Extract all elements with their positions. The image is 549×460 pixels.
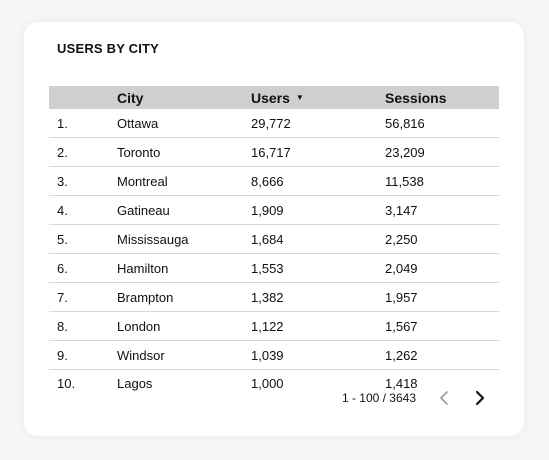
- sessions-cell: 56,816: [385, 109, 499, 138]
- city-cell: Ottawa: [117, 109, 251, 138]
- users-cell: 1,382: [251, 282, 385, 312]
- users-cell: 1,684: [251, 224, 385, 254]
- city-cell: Lagos: [117, 376, 153, 391]
- city-cell: Mississauga: [117, 224, 251, 254]
- users-cell: 16,717: [251, 137, 385, 167]
- table-row: 8. London 1,122 1,567: [49, 311, 499, 341]
- city-column-label: City: [117, 89, 144, 106]
- previous-page-button[interactable]: [434, 388, 454, 408]
- city-cell: Toronto: [117, 137, 251, 167]
- table-header-row: City Users ▼ Sessions: [49, 86, 499, 109]
- users-cell: 1,000: [251, 376, 284, 391]
- index-column-header: [49, 86, 117, 109]
- row-index: 6.: [49, 253, 117, 283]
- sessions-column-label: Sessions: [385, 89, 447, 106]
- row-index: 10.: [57, 376, 76, 391]
- table-row: 1. Ottawa 29,772 56,816: [49, 109, 499, 138]
- table-row: 10. Lagos 1,000 1,418: [49, 370, 499, 405]
- row-index: 7.: [49, 282, 117, 312]
- city-cell: Brampton: [117, 282, 251, 312]
- table-row: 4. Gatineau 1,909 3,147: [49, 195, 499, 225]
- city-column-header[interactable]: City: [117, 86, 251, 109]
- sort-descending-icon[interactable]: ▼: [295, 93, 304, 103]
- sessions-cell: 23,209: [385, 137, 499, 167]
- sessions-cell: 2,250: [385, 224, 499, 254]
- next-page-button[interactable]: [470, 388, 490, 408]
- users-cell: 1,553: [251, 253, 385, 283]
- row-index: 4.: [49, 195, 117, 225]
- chevron-right-icon: [475, 390, 485, 406]
- users-column-label: Users: [251, 89, 290, 106]
- city-cell: Gatineau: [117, 195, 251, 225]
- users-cell: 8,666: [251, 166, 385, 196]
- sessions-cell: 1,567: [385, 311, 499, 341]
- sessions-cell: 3,147: [385, 195, 499, 225]
- users-cell: 1,122: [251, 311, 385, 341]
- users-column-header[interactable]: Users ▼: [251, 86, 385, 109]
- sessions-cell: 11,538: [385, 166, 499, 196]
- users-cell: 29,772: [251, 109, 385, 138]
- pagination-label: 1 - 100 / 3643: [341, 391, 416, 405]
- table-row: 5. Mississauga 1,684 2,250: [49, 224, 499, 254]
- row-index: 1.: [49, 109, 117, 138]
- chevron-left-icon: [440, 391, 448, 405]
- users-cell: 1,039: [251, 340, 385, 370]
- city-cell: Montreal: [117, 166, 251, 196]
- users-cell: 1,909: [251, 195, 385, 225]
- card-title: USERS BY CITY: [57, 41, 160, 56]
- row-index: 2.: [49, 137, 117, 167]
- sessions-cell: 1,957: [385, 282, 499, 312]
- sessions-cell: 2,049: [385, 253, 499, 283]
- sessions-cell: 1,418: [385, 376, 418, 391]
- table-row: 7. Brampton 1,382 1,957: [49, 282, 499, 312]
- table-row: 9. Windsor 1,039 1,262: [49, 340, 499, 370]
- row-index: 8.: [49, 311, 117, 341]
- row-index: 9.: [49, 340, 117, 370]
- city-cell: London: [117, 311, 251, 341]
- row-index: 3.: [49, 166, 117, 196]
- table-row: 2. Toronto 16,717 23,209: [49, 137, 499, 167]
- row-index: 5.: [49, 224, 117, 254]
- city-table: City Users ▼ Sessions 1. Ottawa 29,772 56…: [49, 86, 499, 404]
- pagination: 1 - 100 / 3643: [342, 388, 490, 408]
- city-cell: Windsor: [117, 340, 251, 370]
- table-row: 6. Hamilton 1,553 2,049: [49, 253, 499, 283]
- city-cell: Hamilton: [117, 253, 251, 283]
- users-by-city-card: USERS BY CITY City Users ▼ Sessions 1. Ot…: [24, 22, 524, 436]
- table-row: 3. Montreal 8,666 11,538: [49, 166, 499, 196]
- city-table-container: City Users ▼ Sessions 1. Ottawa 29,772 56…: [49, 86, 499, 404]
- sessions-column-header[interactable]: Sessions: [385, 86, 499, 109]
- sessions-cell: 1,262: [385, 340, 499, 370]
